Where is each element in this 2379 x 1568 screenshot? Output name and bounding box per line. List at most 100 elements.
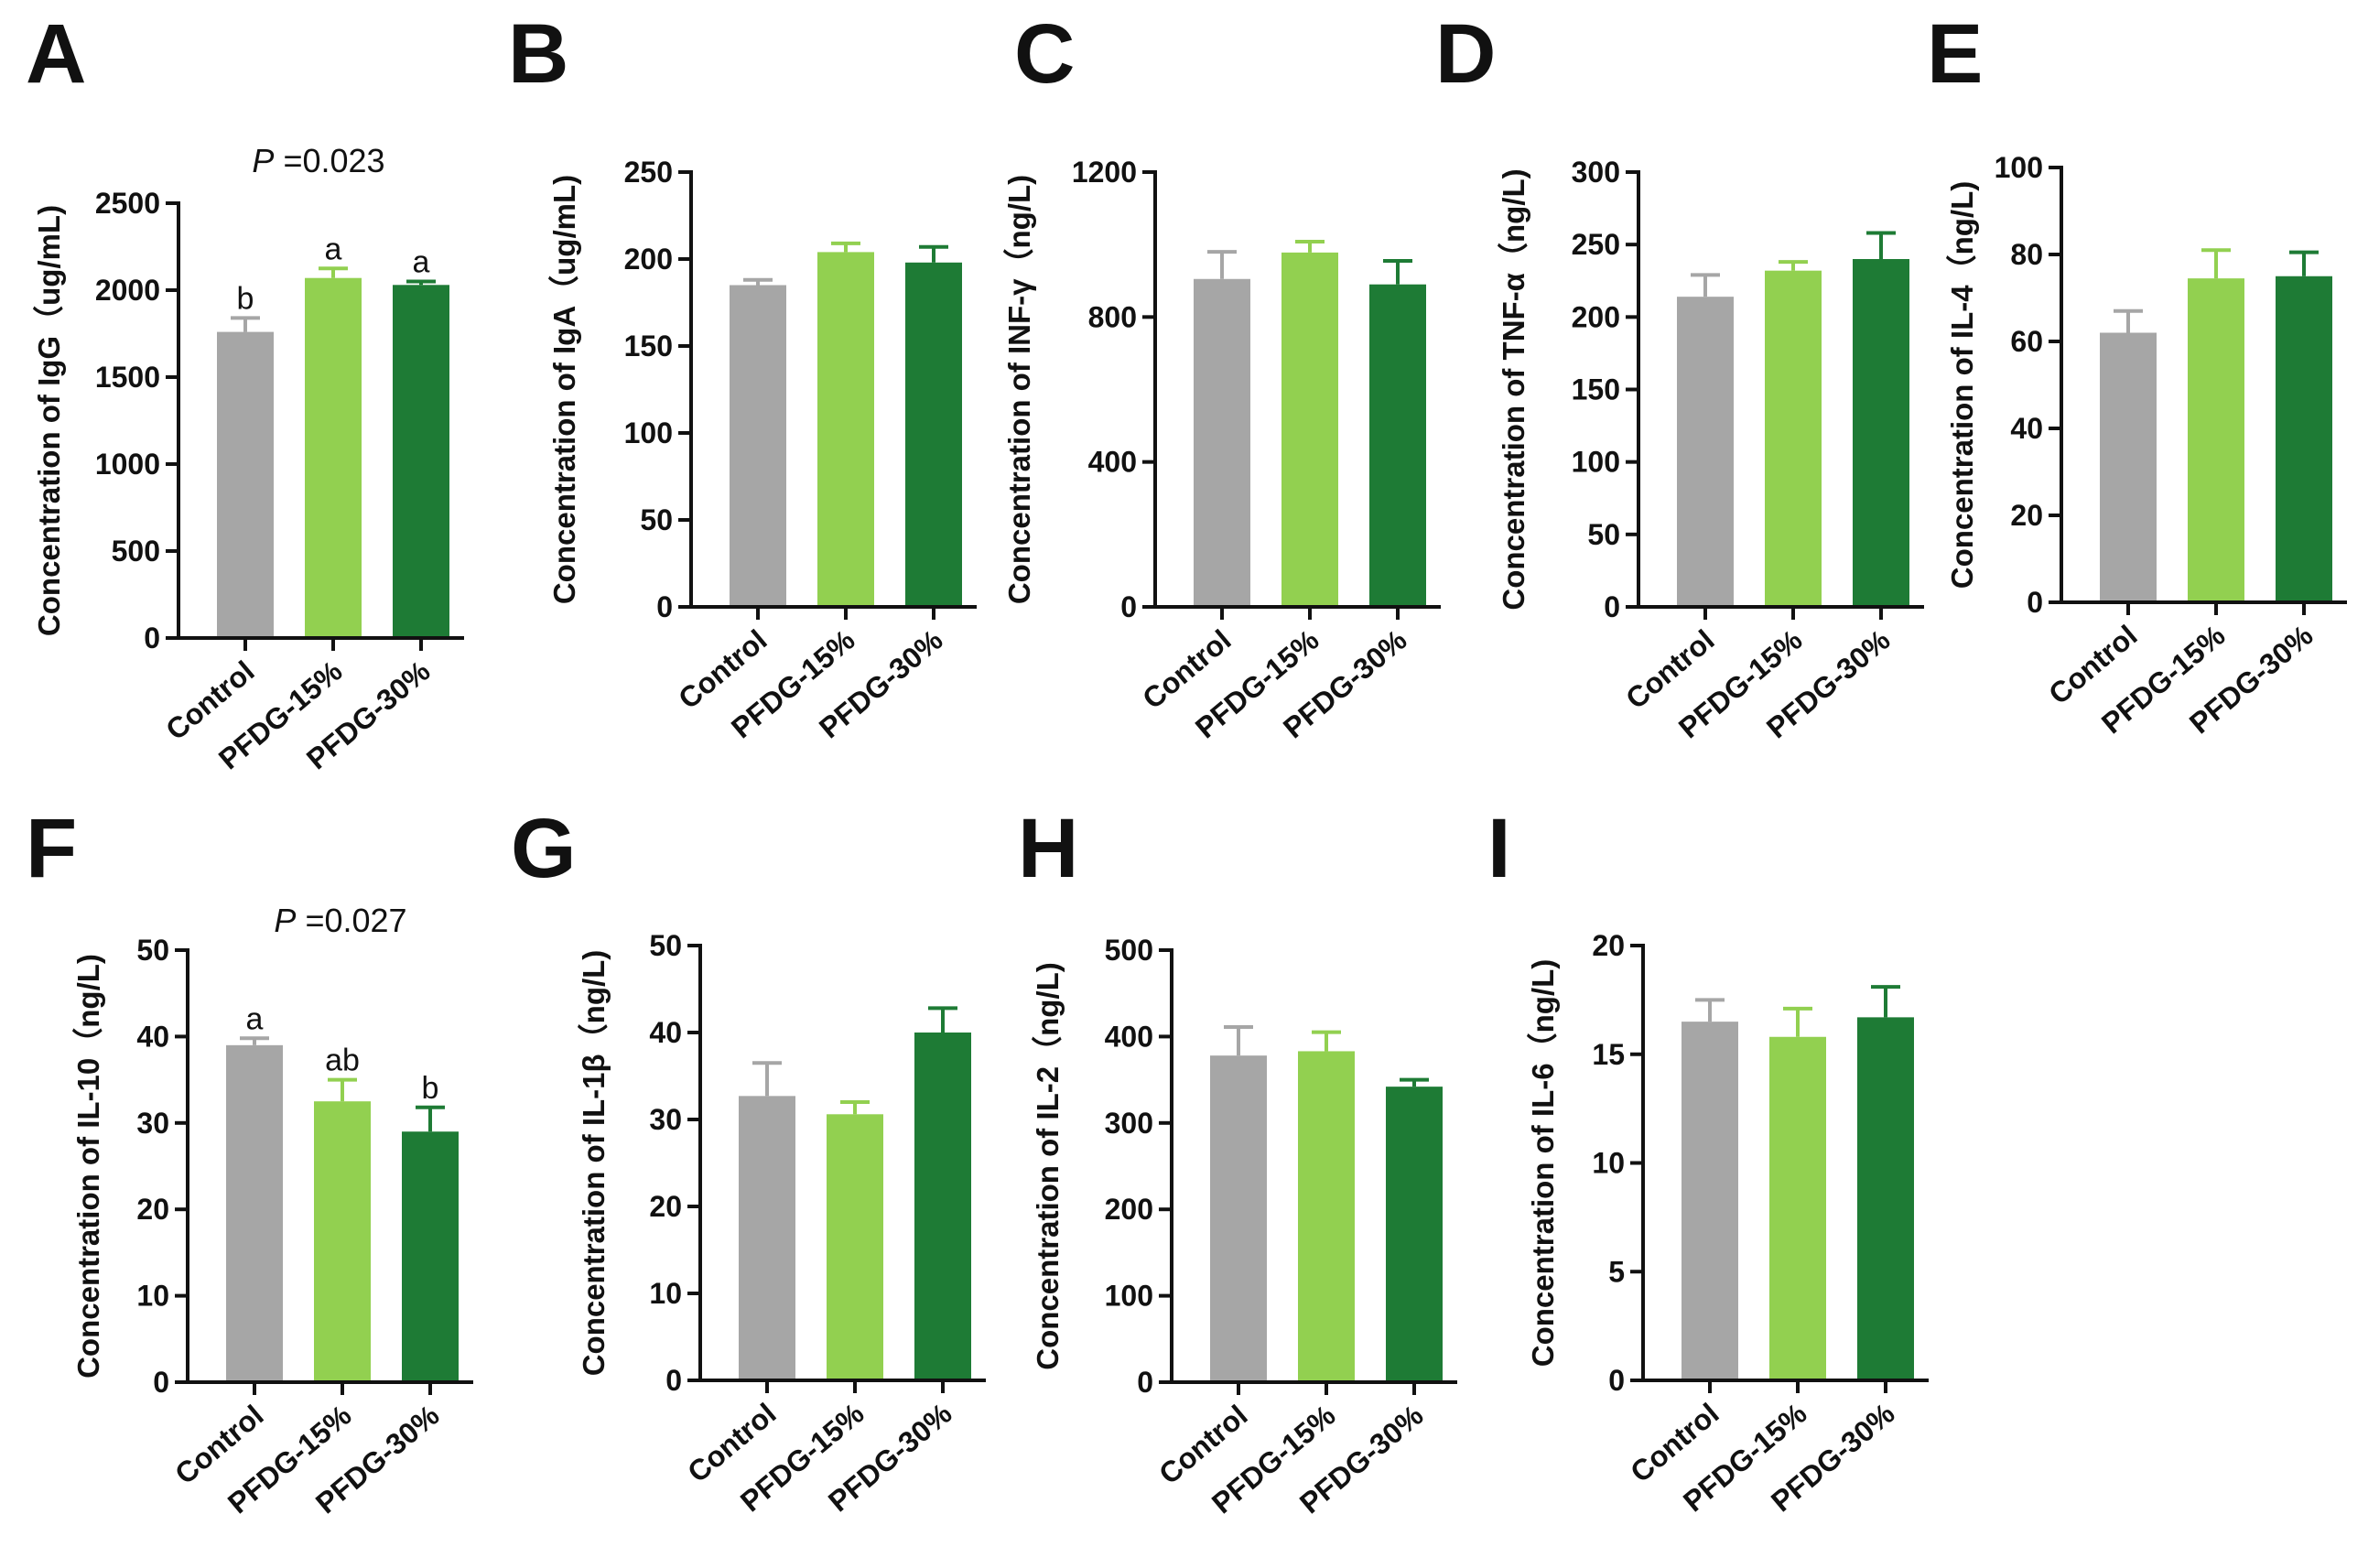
y-tick-label: 0 [1604,590,1620,623]
p-value-symbol: P [274,902,296,939]
panel-letter: A [26,7,86,101]
panel-letter: C [1014,7,1075,101]
chart-panel-b: BControlPFDG-15%PFDG-30%050100150200250C… [508,7,977,745]
y-tick-label: 0 [656,590,673,623]
y-tick-label: 0 [1137,1366,1153,1399]
y-tick-label: 150 [1572,373,1620,406]
bar [827,1114,883,1380]
y-tick-label: 15 [1592,1038,1625,1071]
bar [402,1131,459,1382]
y-tick-label: 300 [1572,156,1620,189]
y-tick-label: 50 [640,503,673,536]
y-tick-label: 30 [649,1103,682,1136]
y-axis-title: Concentration of IgG（ug/mL) [32,205,66,636]
chart-panel-c: CControlPFDG-15%PFDG-30%04008001200Conce… [1002,7,1441,745]
bar [914,1033,971,1380]
bar [393,285,449,638]
y-tick-label: 2500 [95,187,160,220]
y-tick-label: 100 [1572,446,1620,479]
panel-letter: I [1487,802,1511,895]
y-tick-label: 5 [1608,1255,1625,1288]
significance-letter: a [413,245,430,280]
bar [226,1044,283,1382]
significance-letter: b [422,1071,439,1106]
chart-panel-a: AbControlaPFDG-15%aPFDG-30%0500100015002… [26,7,464,776]
bar [1765,270,1822,607]
chart-panel-d: DControlPFDG-15%PFDG-30%0501001502002503… [1435,7,1924,745]
chart-panel-g: GControlPFDG-15%PFDG-30%01020304050Conce… [511,802,986,1519]
y-tick-label: 50 [1587,518,1620,551]
y-tick-label: 50 [649,929,682,962]
y-tick-label: 1500 [95,361,160,394]
p-value: P =0.027 [274,902,406,939]
bar [2100,332,2157,602]
y-axis-title: Concentration of IL-6（ng/L) [1526,959,1560,1367]
significance-letter: ab [325,1044,360,1078]
bar [2276,276,2332,602]
bar [1857,1017,1914,1380]
y-tick-label: 100 [624,416,673,449]
bar [314,1101,371,1382]
y-axis-title: Concentration of IgA（ug/mL) [547,175,581,604]
y-tick-label: 1200 [1072,156,1137,189]
panel-letter: B [508,7,568,101]
p-value-number: =0.023 [274,142,384,179]
y-tick-label: 200 [1105,1193,1153,1226]
chart-panel-e: EControlPFDG-15%PFDG-30%020406080100Conc… [1927,7,2347,741]
chart-panel-i: IControlPFDG-15%PFDG-30%05101520Concentr… [1487,802,1929,1519]
bar [905,262,962,607]
p-value-number: =0.027 [296,902,406,939]
y-axis-title: Concentration of IL-10（ng/L) [71,954,105,1379]
bar [1298,1051,1355,1382]
y-tick-label: 300 [1105,1107,1153,1140]
y-tick-label: 400 [1088,446,1137,479]
p-value-symbol: P [252,142,274,179]
bar [1194,278,1250,607]
y-tick-label: 60 [2010,325,2043,358]
p-value: P =0.023 [252,142,384,179]
panel-letter: D [1435,7,1496,101]
bar [739,1096,795,1380]
y-tick-label: 250 [624,156,673,189]
bar [1853,259,1909,607]
panel-letter: G [511,802,577,895]
y-tick-label: 40 [2010,412,2043,445]
significance-letter: b [237,281,254,316]
panel-letter: E [1927,7,1983,101]
y-tick-label: 20 [1592,929,1625,962]
y-tick-label: 40 [136,1020,169,1053]
panel-letter: H [1018,802,1078,895]
bar [1677,297,1734,607]
bar [1682,1022,1738,1380]
y-tick-label: 10 [649,1277,682,1310]
significance-letter: a [246,1001,264,1036]
y-tick-label: 10 [136,1280,169,1313]
bar [217,331,274,638]
y-axis-title: Concentration of IL-4（ng/L) [1945,181,1979,589]
y-tick-label: 50 [136,934,169,967]
y-axis-title: Concentration of TNF-α（ng/L) [1497,168,1530,610]
y-tick-label: 10 [1592,1147,1625,1180]
bar [2188,278,2244,602]
bar [1210,1055,1267,1382]
y-tick-label: 20 [136,1193,169,1226]
bar [1769,1036,1826,1380]
y-tick-label: 500 [1105,934,1153,967]
y-tick-label: 20 [649,1190,682,1223]
bar [1281,252,1338,607]
y-tick-label: 150 [624,330,673,362]
panel-letter: F [26,802,77,895]
y-tick-label: 100 [1105,1280,1153,1313]
y-tick-label: 2000 [95,274,160,307]
y-tick-label: 0 [1120,590,1137,623]
y-tick-label: 0 [144,622,160,654]
y-tick-label: 0 [1608,1364,1625,1397]
y-tick-label: 1000 [95,448,160,481]
y-axis-title: Concentration of IL-2（ng/L) [1031,962,1065,1369]
y-axis-title: Concentration of IL-1β（ng/L) [577,950,611,1377]
bar [730,285,786,607]
y-tick-label: 100 [1995,151,2043,184]
y-tick-label: 80 [2010,238,2043,271]
bar [817,252,874,607]
